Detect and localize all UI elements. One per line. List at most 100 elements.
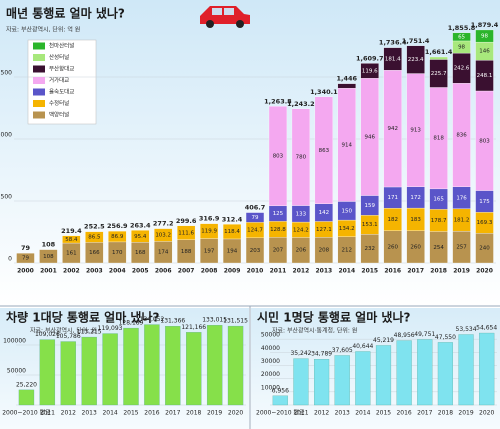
chart-title: 시민 1명당 통행료 얼마 냈나? [257, 310, 411, 325]
segment-label: 175 [479, 199, 490, 205]
segment-label: 836 [456, 133, 467, 139]
value-label: 128,189 [119, 320, 144, 327]
segment-label: 818 [433, 136, 444, 142]
bar-segment [62, 235, 81, 244]
total-label: 1,243.2 [287, 100, 315, 108]
value-label: 121,166 [181, 324, 206, 331]
bar [165, 326, 181, 406]
total-label: 316.9 [199, 215, 220, 223]
segment-label: 863 [319, 148, 330, 154]
x-tick-label: 2015 [376, 410, 391, 417]
y-tick-label: 30000 [261, 358, 280, 365]
car-icon [200, 6, 250, 28]
legend-label: 천마산터널 [49, 42, 74, 50]
segment-label: 780 [296, 155, 307, 161]
bar-segment [383, 47, 402, 71]
bar [314, 359, 330, 406]
bar [396, 340, 412, 406]
bar [479, 332, 495, 406]
bar [458, 334, 474, 406]
segment-label: 182 [387, 217, 398, 223]
value-label: 35,242 [290, 350, 311, 357]
total-label: 1,263.8 [264, 97, 292, 105]
value-label: 133,015 [202, 317, 227, 324]
x-tick-label: 2016 [384, 268, 401, 275]
value-label: 131,515 [223, 318, 248, 325]
y-tick-label: 1000 [0, 132, 12, 139]
x-tick-label: 2015 [123, 410, 138, 417]
x-tick-label: 2000~2010 평균 [256, 409, 305, 417]
total-label: 1,661.4 [425, 48, 453, 56]
x-tick-label: 2017 [417, 410, 432, 417]
segment-label: 95.4 [134, 234, 147, 240]
segment-label: 203 [250, 248, 261, 254]
segment-label: 194 [227, 248, 238, 254]
segment-label: 108 [43, 254, 54, 260]
total-label: 1,879.4 [471, 21, 499, 29]
bar-segment [85, 231, 104, 243]
x-tick-label: 2008 [201, 268, 218, 275]
segment-label: 134.2 [339, 226, 355, 232]
value-label: 134,052 [140, 316, 165, 323]
x-tick-label: 2011 [40, 410, 55, 417]
segment-label: 181.2 [454, 217, 470, 223]
y-tick-label: 10000 [261, 384, 280, 391]
legend-label: 부산항대교 [49, 65, 74, 73]
segment-label: 942 [387, 126, 398, 132]
bar [102, 333, 118, 406]
legend-swatch [33, 111, 45, 119]
value-label: 113,215 [77, 329, 102, 336]
total-label: 1,340.1 [310, 88, 338, 96]
x-tick-label: 2009 [224, 268, 241, 275]
segment-label: 206 [296, 248, 307, 254]
legend-label: 산성터널 [49, 53, 69, 61]
x-tick-label: 2000 [17, 268, 34, 275]
segment-label: 98 [481, 34, 488, 40]
bar-segment [39, 249, 58, 264]
segment-label: 207 [273, 248, 284, 254]
value-label: 48,956 [394, 332, 415, 339]
x-tick-label: 2011 [293, 410, 308, 417]
x-tick-label: 2014 [102, 410, 117, 417]
segment-label: 223.4 [408, 57, 424, 63]
bar [293, 358, 309, 406]
segment-label: 197 [204, 248, 215, 254]
total-label: 277.2 [153, 220, 174, 228]
total-label: 79 [21, 244, 31, 252]
segment-label: 153.1 [362, 222, 378, 228]
segment-label: 150 [342, 208, 353, 214]
y-tick-label: 50000 [7, 368, 26, 375]
bar-segment [452, 32, 471, 42]
x-tick-label: 2011 [270, 268, 287, 275]
bar-segment [429, 56, 448, 60]
legend-label: 거가대교 [49, 76, 69, 84]
segment-label: 127.1 [316, 227, 332, 233]
segment-label: 65 [458, 34, 465, 40]
y-tick-label: 100000 [3, 338, 26, 345]
segment-label: 242.6 [454, 66, 470, 72]
x-tick-label: 2010 [247, 268, 264, 275]
total-label: 219.4 [61, 227, 82, 235]
value-label: 119,093 [98, 325, 123, 332]
segment-label: 124.2 [293, 227, 309, 233]
value-label: 105,786 [56, 333, 81, 340]
total-label: 299.6 [176, 217, 197, 225]
segment-label: 142 [319, 210, 330, 216]
legend-swatch [33, 88, 45, 96]
segment-label: 166 [89, 250, 100, 256]
segment-label: 58.4 [65, 237, 78, 243]
segment-label: 125 [273, 211, 284, 217]
bar [81, 336, 97, 406]
bar [437, 342, 453, 406]
x-tick-label: 2014 [355, 410, 370, 417]
bar-segment [16, 253, 35, 264]
segment-label: 124.7 [247, 228, 263, 234]
chart-title: 매년 통행료 얼마 냈나? [6, 6, 125, 21]
segment-label: 146 [479, 49, 490, 55]
bar-segment [268, 106, 288, 207]
segment-label: 172 [410, 195, 421, 201]
legend-label: 백양터널 [49, 111, 69, 119]
segment-label: 86.5 [88, 235, 101, 241]
total-label: 406.7 [245, 204, 266, 212]
